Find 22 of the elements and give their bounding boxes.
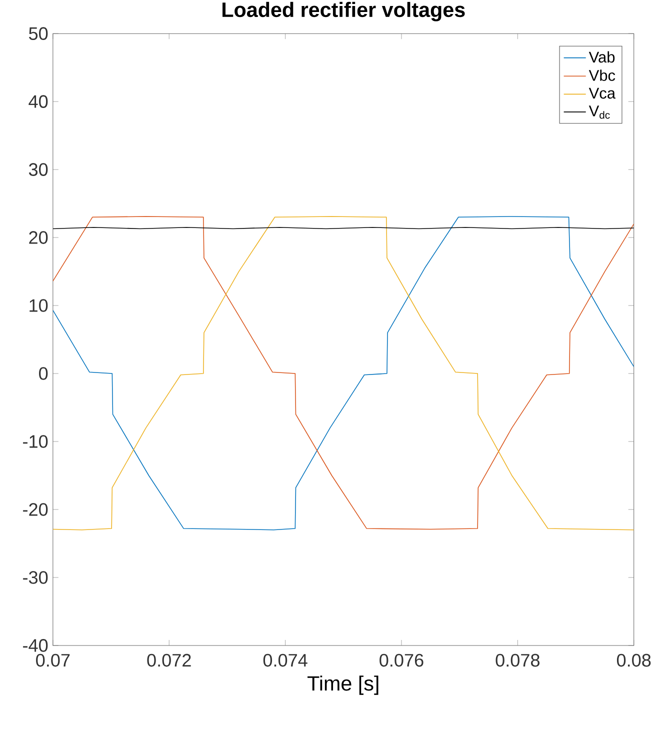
chart-title: Loaded rectifier voltages (222, 2, 465, 22)
legend-label: Vab (588, 51, 614, 63)
x-tick-label: 0.076 (379, 654, 424, 667)
y-tick-label: -40 (22, 639, 48, 652)
x-tick-label: 0.07 (36, 654, 70, 667)
y-tick-label: 0 (38, 367, 48, 380)
x-axis-title: Time [s] (307, 676, 378, 695)
y-tick-label: 20 (29, 231, 48, 244)
legend-label: Vca (588, 88, 616, 99)
legend-label: Vbc (588, 70, 615, 81)
y-tick-label: 40 (28, 95, 48, 108)
y-tick-label: -30 (22, 571, 48, 584)
x-tick-label: 0.072 (147, 654, 191, 667)
x-tick-label: 0.08 (616, 654, 650, 667)
x-tick-label: 0.078 (496, 654, 540, 667)
y-tick-label: 30 (28, 163, 48, 176)
y-tick-label: 10 (29, 299, 48, 312)
y-tick-label: -20 (22, 503, 48, 516)
legend-label: V$_{dc}$ (588, 106, 610, 119)
y-tick-label: -10 (22, 435, 48, 448)
y-tick-label: 50 (28, 27, 48, 40)
x-tick-label: 0.074 (263, 654, 308, 667)
